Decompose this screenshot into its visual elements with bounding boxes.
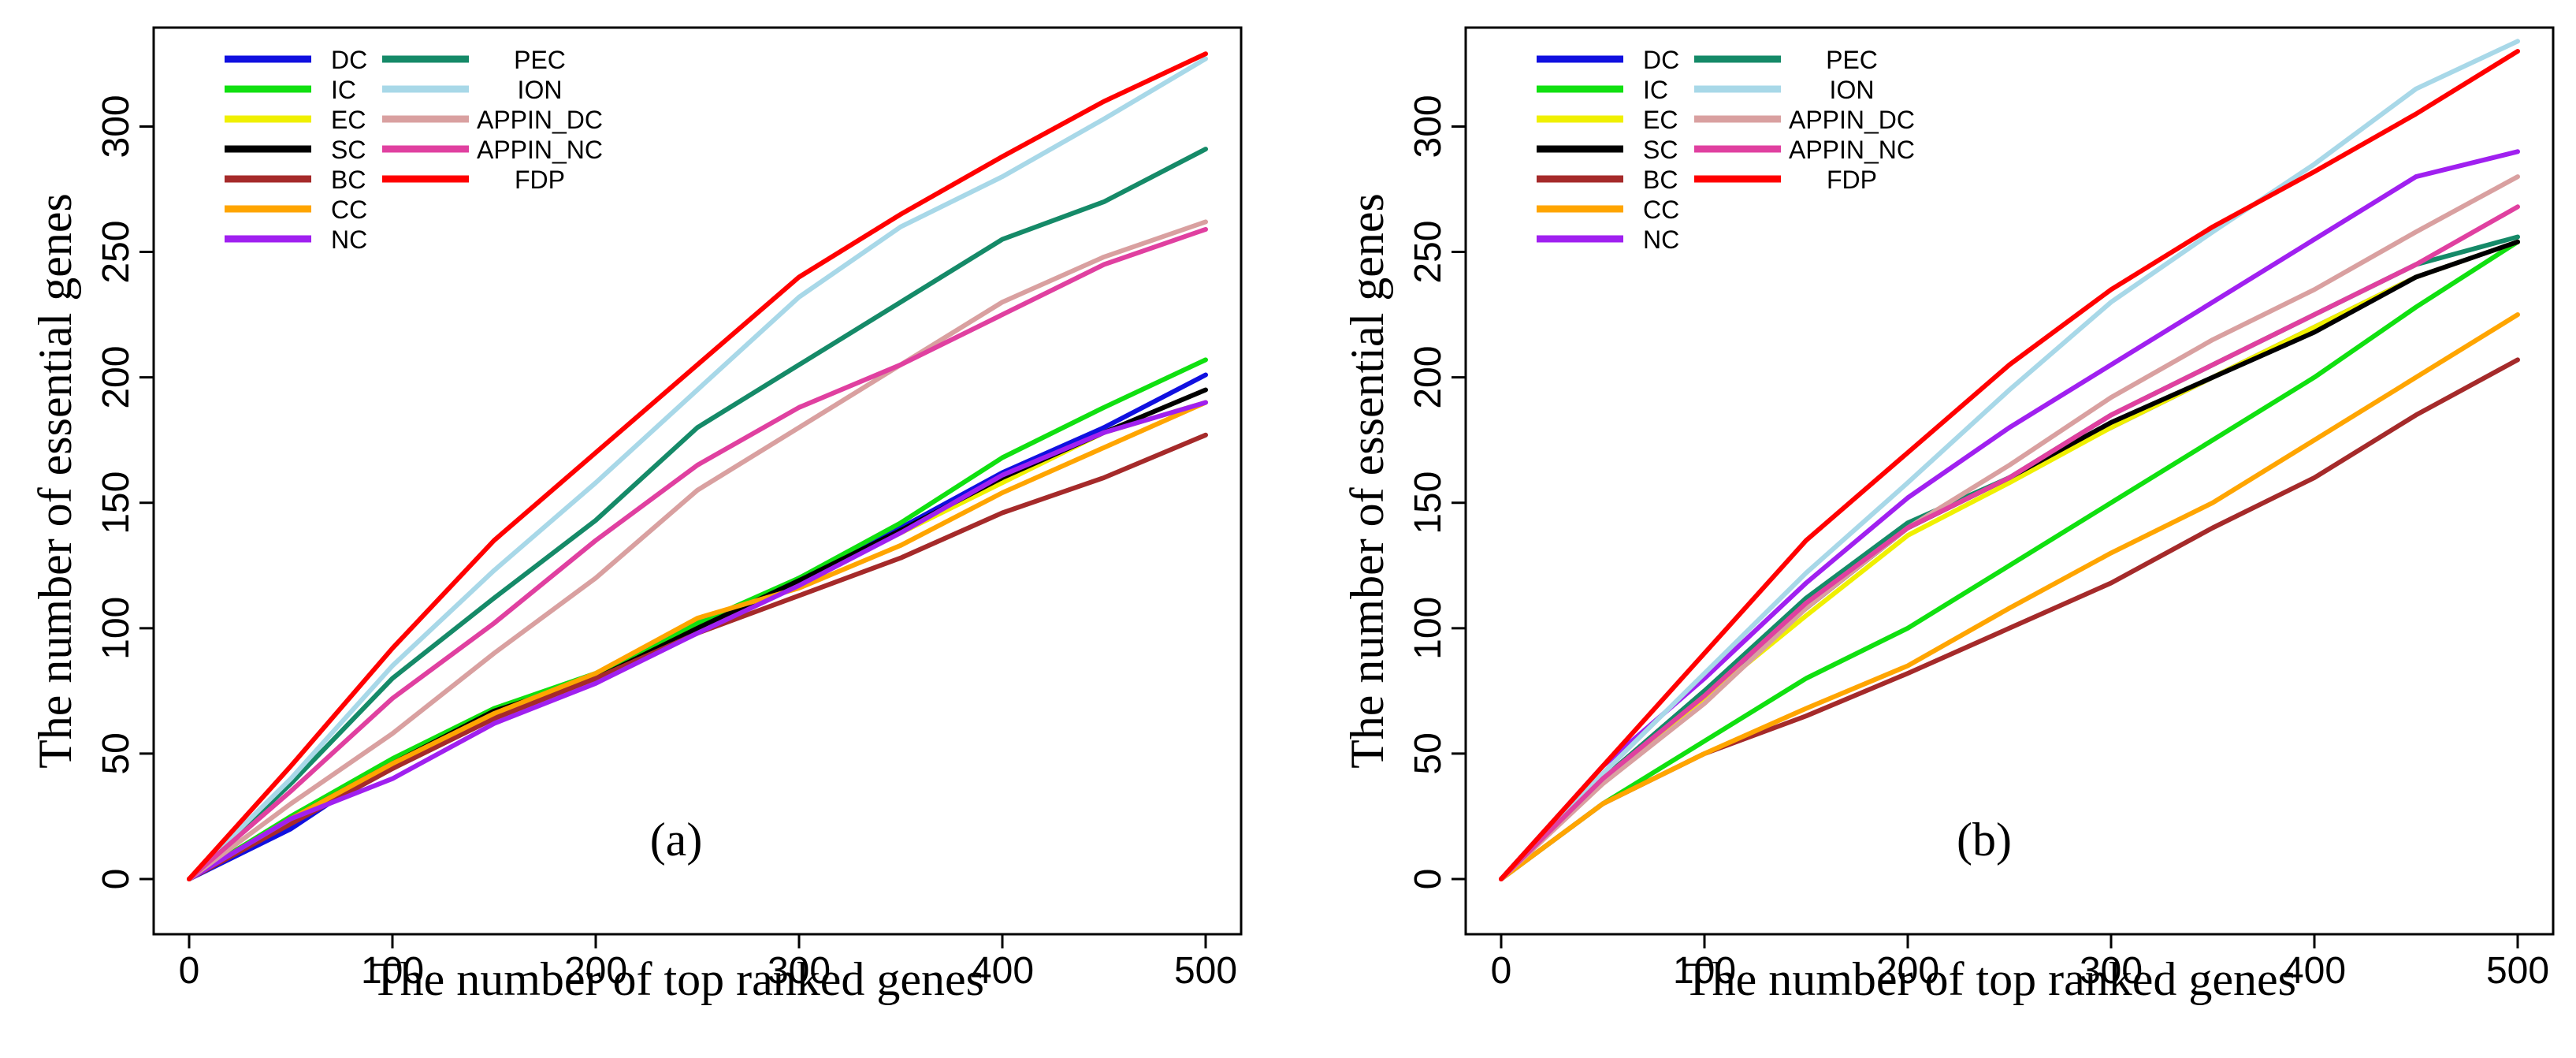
legend-label: APPIN_NC: [1789, 136, 1915, 164]
x-tick-label: 500: [1174, 950, 1237, 992]
y-tick-label: 250: [95, 220, 137, 283]
plot-frame: [1464, 26, 2555, 936]
series-line-fdp: [187, 51, 1208, 881]
series-layer: [1499, 39, 2520, 881]
legend-label: IC: [1643, 76, 1668, 104]
chart-panel-a: 0 100 200 300 400 500 0 50 100 150 200 250 300 DCIC…: [29, 26, 1243, 1005]
legend-label: PEC: [1826, 46, 1878, 74]
x-axis-label: The number of top ranked genes: [1683, 953, 2296, 1005]
y-tick-label: 300: [1407, 95, 1449, 158]
series-layer: [187, 51, 1208, 881]
legend-label: SC: [1643, 136, 1678, 164]
series-line-cc: [187, 400, 1208, 881]
legend-label: FDP: [1827, 166, 1877, 194]
y-tick-label: 0: [1407, 869, 1449, 890]
legend-label: EC: [331, 106, 366, 134]
x-tick-label: 200: [564, 950, 627, 992]
x-tick-label: 100: [1673, 950, 1736, 992]
legend-label: DC: [331, 46, 367, 74]
y-tick-label: 150: [1407, 471, 1449, 535]
x-tick-label: 500: [2486, 950, 2549, 992]
legend-label: ION: [518, 76, 563, 104]
y-axis-label: The number of essential genes: [29, 193, 81, 769]
series-line-ic: [187, 357, 1208, 881]
y-axis-label: The number of essential genes: [1341, 193, 1393, 769]
series-line-ion: [187, 56, 1208, 881]
legend-label: IC: [331, 76, 356, 104]
x-tick-label: 100: [361, 950, 424, 992]
series-line-appin-nc: [1499, 204, 2520, 881]
y-tick-label: 0: [95, 869, 137, 890]
x-tick-label: 400: [2283, 950, 2346, 992]
x-tick-layer: 0 100 200 300 400 500: [1491, 934, 2549, 992]
legend-label: BC: [1643, 166, 1678, 194]
x-axis-label: The number of top ranked genes: [371, 953, 984, 1005]
y-tick-layer: 0 50 100 150 200 250 300: [95, 95, 154, 889]
y-tick-label: 50: [1407, 732, 1449, 774]
series-line-cc: [1499, 312, 2520, 881]
x-tick-label: 0: [179, 950, 200, 992]
y-tick-layer: 0 50 100 150 200 250 300: [1407, 95, 1466, 889]
y-tick-label: 200: [1407, 346, 1449, 409]
legend-label: FDP: [515, 166, 565, 194]
y-tick-label: 50: [95, 732, 137, 774]
series-line-pec: [187, 147, 1208, 881]
legend-label: PEC: [514, 46, 566, 74]
series-line-nc: [187, 400, 1208, 881]
panel-label: (b): [1957, 814, 2012, 866]
y-tick-label: 100: [1407, 597, 1449, 660]
y-tick-label: 100: [95, 597, 137, 660]
series-line-ion: [1499, 39, 2520, 881]
x-tick-label: 200: [1876, 950, 1939, 992]
legend-label: ION: [1830, 76, 1875, 104]
x-tick-label: 400: [971, 950, 1034, 992]
legend-label: NC: [1643, 225, 1679, 254]
series-line-appin-dc: [187, 219, 1208, 881]
x-tick-layer: 0 100 200 300 400 500: [179, 934, 1237, 992]
legend-label: APPIN_NC: [477, 136, 603, 164]
chart-panel-b: 0 100 200 300 400 500 0 50 100 150 200 250 300 DCIC…: [1341, 26, 2555, 1005]
legend-label: SC: [331, 136, 366, 164]
legend-label: CC: [1643, 196, 1679, 224]
legend-label: EC: [1643, 106, 1678, 134]
legend-label: NC: [331, 225, 367, 254]
x-tick-label: 300: [768, 950, 831, 992]
y-tick-label: 150: [95, 471, 137, 535]
plot-frame: [152, 26, 1243, 936]
legend-label: APPIN_DC: [477, 106, 603, 134]
legend-label: DC: [1643, 46, 1679, 74]
x-tick-label: 300: [2080, 950, 2143, 992]
panel-label: (a): [650, 814, 703, 866]
x-tick-label: 0: [1491, 950, 1512, 992]
legend-label: APPIN_DC: [1789, 106, 1915, 134]
y-tick-label: 250: [1407, 220, 1449, 283]
series-line-ic: [1499, 239, 2520, 881]
y-tick-label: 200: [95, 346, 137, 409]
series-line-appin-dc: [1499, 174, 2520, 881]
y-tick-label: 300: [95, 95, 137, 158]
legend-label: BC: [331, 166, 366, 194]
series-line-fdp: [1499, 49, 2520, 881]
legend-label: CC: [331, 196, 367, 224]
series-line-appin-nc: [187, 226, 1208, 881]
